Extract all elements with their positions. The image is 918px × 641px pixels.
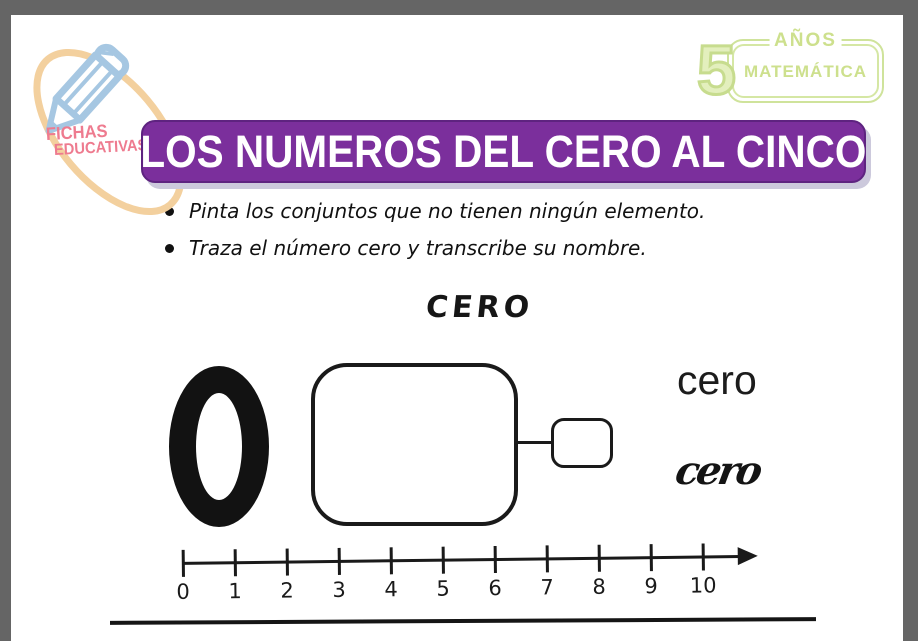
instruction-text-1: Pinta los conjuntos que no tienen ningún… <box>189 199 706 223</box>
tick-label: 4 <box>384 577 398 602</box>
worksheet-title: LOS NUMEROS DEL CERO AL CINCO <box>140 125 867 177</box>
pencil-swoosh-icon <box>33 43 185 216</box>
tick-mark <box>285 548 289 576</box>
tick-mark <box>545 545 549 573</box>
badge-age-number: 5 <box>696 31 738 109</box>
tick-mark <box>493 546 497 574</box>
word-cero-print: cero <box>677 357 757 403</box>
tick-mark <box>441 546 445 574</box>
instruction-text-2: Traza el número cero y transcribe su nom… <box>189 236 647 260</box>
tick-mark <box>701 543 705 571</box>
word-cero-cursive: cero <box>671 448 764 494</box>
swoosh-ellipse-icon <box>33 48 185 216</box>
page-frame-top <box>0 0 918 15</box>
tick-label: 5 <box>436 576 450 601</box>
tick-mark <box>337 547 341 575</box>
instructions-list: Pinta los conjuntos que no tienen ningún… <box>165 199 705 273</box>
worksheet-title-banner: LOS NUMEROS DEL CERO AL CINCO <box>140 120 867 183</box>
tick-mark <box>181 549 185 577</box>
page-frame-left <box>0 0 11 641</box>
pencil-icon <box>45 43 130 134</box>
bottom-divider-line <box>109 617 817 625</box>
number-line-tick: 9 <box>639 544 664 598</box>
tick-label: 1 <box>228 579 242 604</box>
number-name-heading: CERO <box>424 290 535 325</box>
tick-mark <box>233 549 237 577</box>
bullet-dot-icon <box>165 207 174 216</box>
age-subject-badge: 5 AÑOS MATEMÁTICA <box>696 30 884 107</box>
badge-subject-label: MATEMÁTICA <box>744 62 867 81</box>
number-line-tick: 4 <box>379 547 404 601</box>
tick-label: 8 <box>592 574 606 599</box>
number-line-tick: 3 <box>327 547 352 603</box>
tick-mark <box>389 547 393 575</box>
tick-label: 10 <box>689 573 717 598</box>
set-connector-line <box>518 441 552 444</box>
tick-mark <box>649 544 653 572</box>
bullet-dot-icon <box>165 244 174 253</box>
tick-label: 6 <box>488 575 502 601</box>
tick-label: 2 <box>280 578 294 603</box>
fichas-educativas-logo: FICHAS EDUCATIVAS <box>8 18 218 218</box>
number-line-tick: 7 <box>535 545 560 599</box>
number-line-tick: 2 <box>275 548 300 603</box>
number-line-tick: 0 <box>171 549 196 604</box>
number-line-tick: 8 <box>587 544 612 599</box>
tick-label: 7 <box>540 575 554 600</box>
number-line-tick: 5 <box>431 546 456 601</box>
badge-anos-label: AÑOS <box>769 30 842 52</box>
page-frame-right <box>903 0 918 641</box>
number-line-tick: 10 <box>689 543 717 598</box>
tick-label: 3 <box>332 577 346 603</box>
tick-label: 0 <box>176 579 190 604</box>
arrow-right-icon <box>737 546 758 566</box>
small-answer-box <box>551 418 613 468</box>
big-zero-numeral <box>169 366 269 527</box>
number-line-ticks: 0 1 2 3 4 5 <box>171 543 717 604</box>
tick-mark <box>597 544 601 572</box>
tick-label: 9 <box>644 574 658 599</box>
empty-set-box <box>311 363 518 526</box>
instruction-item: Pinta los conjuntos que no tienen ningún… <box>165 199 705 223</box>
number-line-tick: 1 <box>223 549 248 603</box>
instruction-item: Traza el número cero y transcribe su nom… <box>165 236 705 260</box>
number-line-tick: 6 <box>483 546 508 600</box>
number-line: 0 1 2 3 4 5 <box>171 542 772 609</box>
